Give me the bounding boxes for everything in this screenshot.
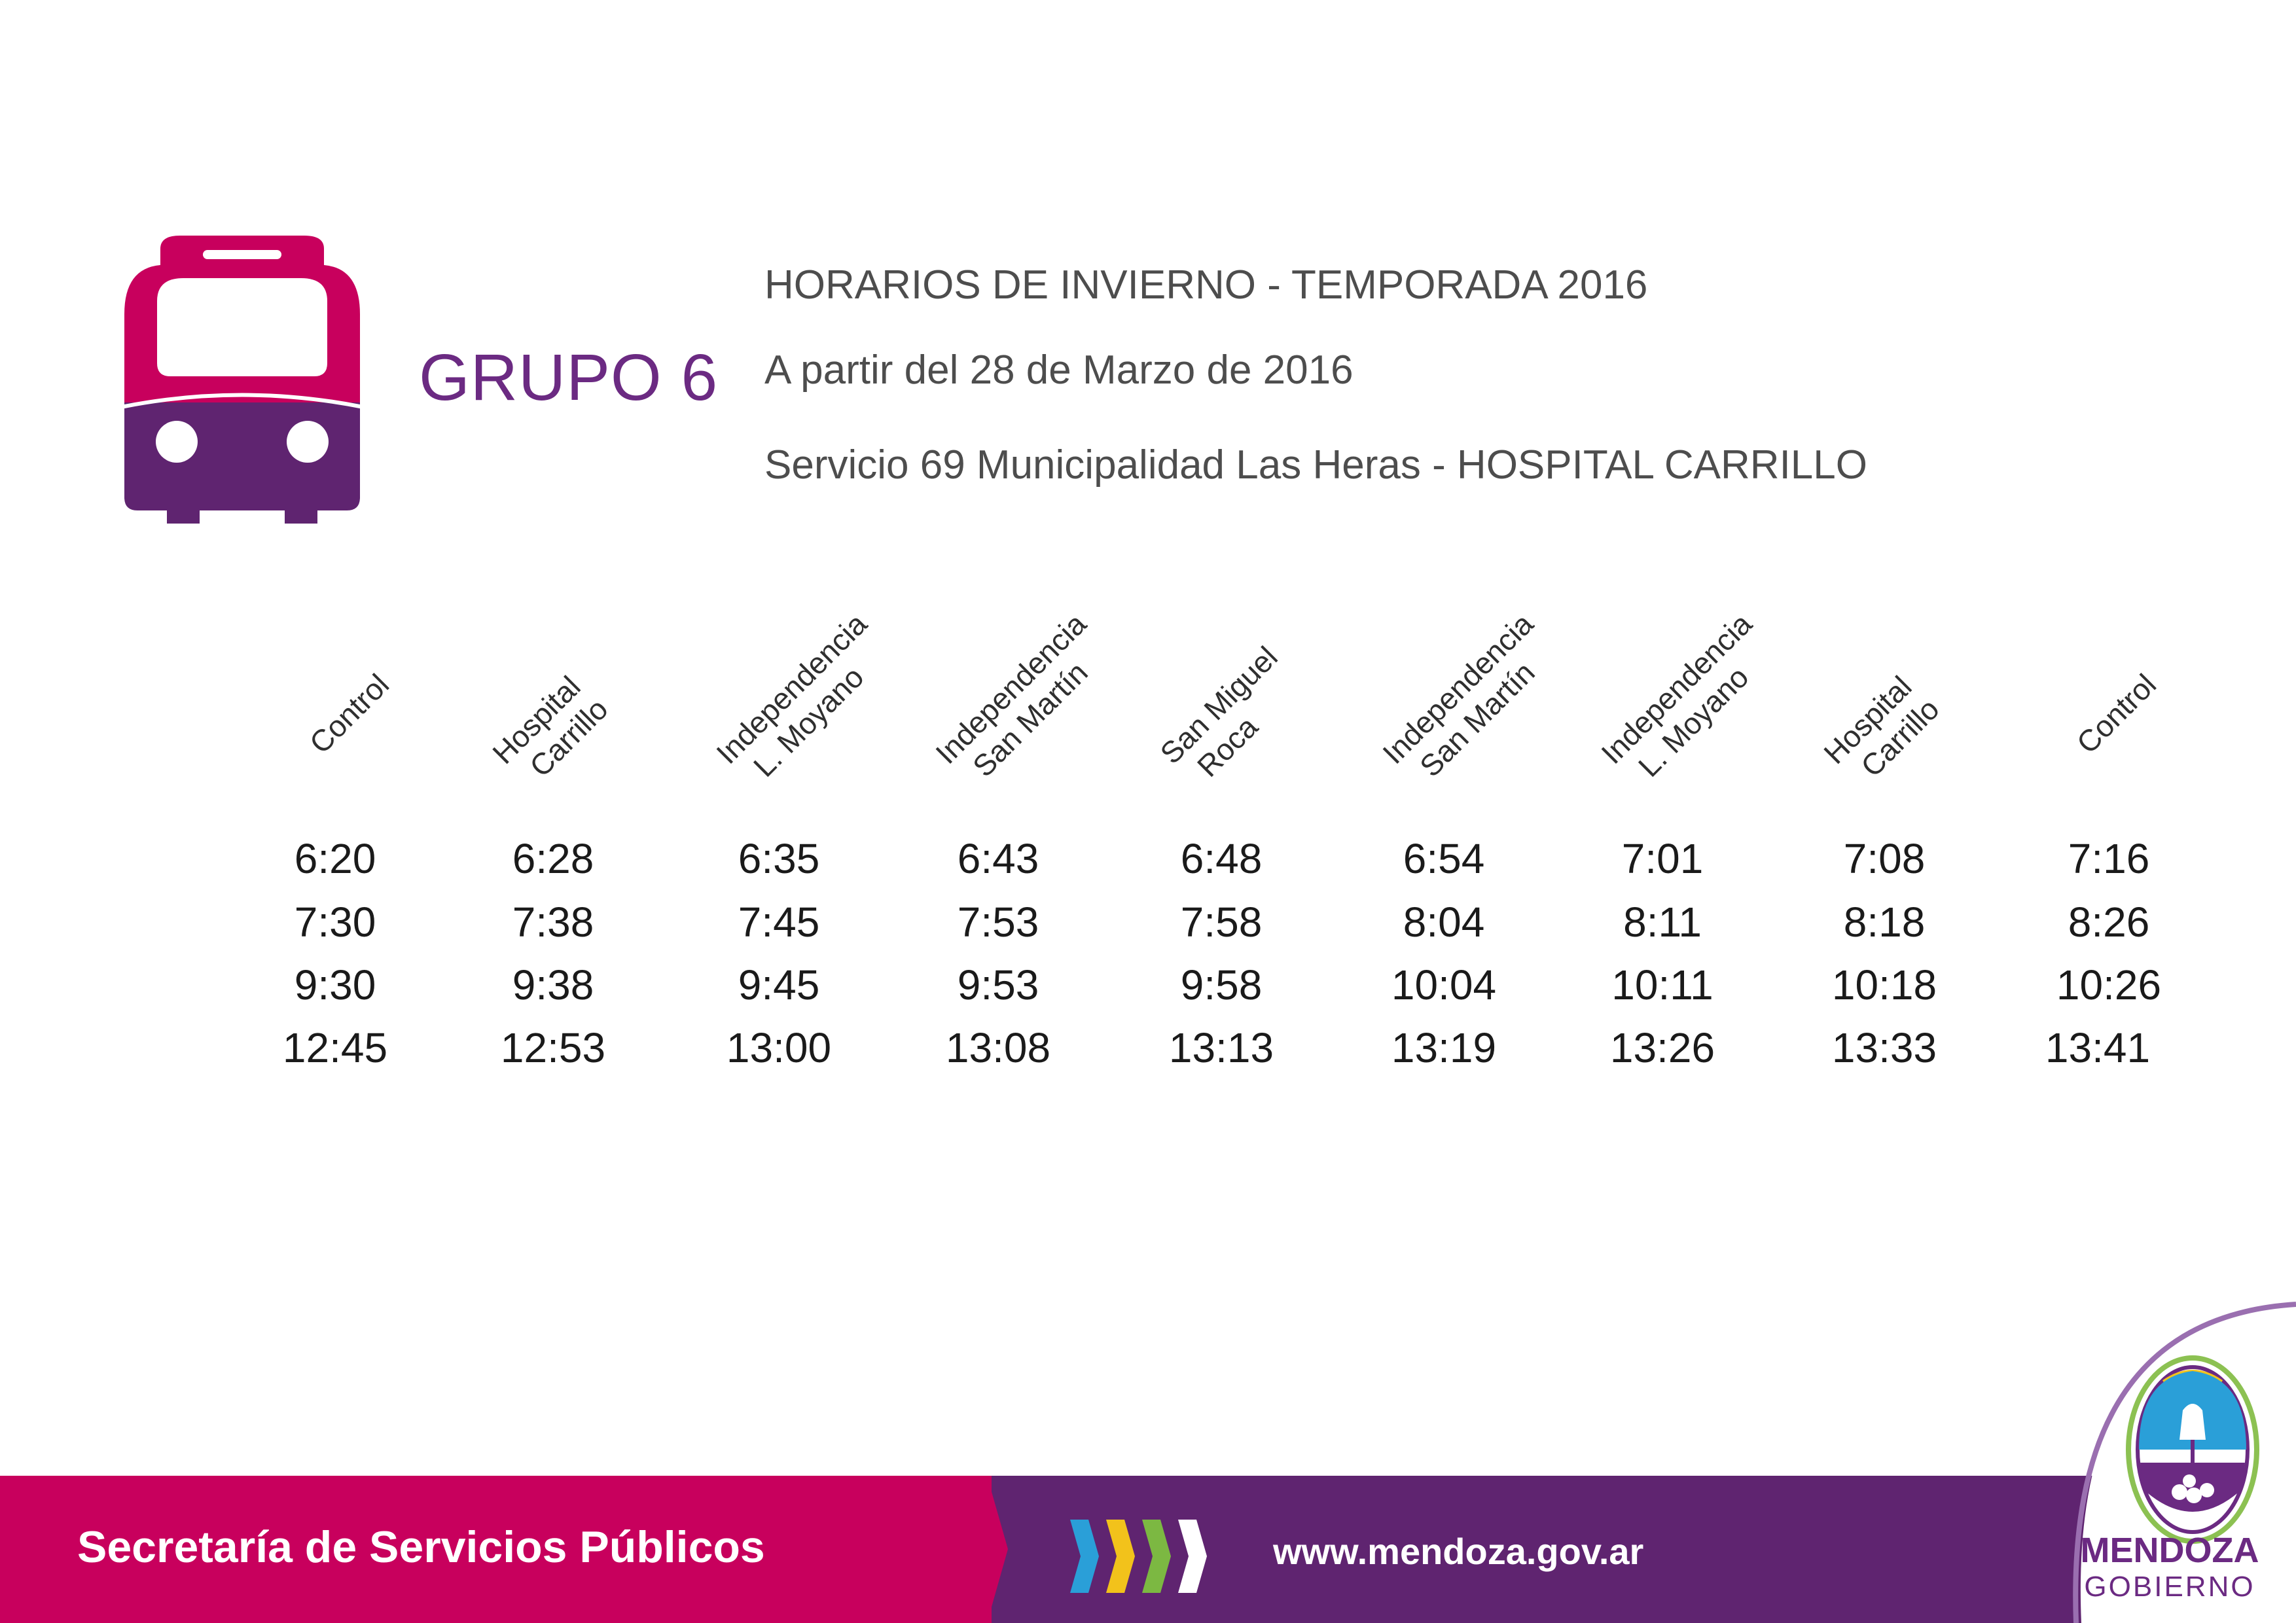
footer-notch [987, 1476, 1008, 1623]
time-cell: 9:45 [738, 961, 820, 1008]
time-cell: 10:11 [1611, 961, 1713, 1008]
time-cell: 7:01 [1621, 835, 1704, 882]
time-cell: 9:53 [957, 961, 1039, 1008]
time-cell: 8:18 [1843, 899, 1926, 946]
logo-panel [2073, 1299, 2296, 1623]
mendoza-coat-of-arms-icon [2126, 1355, 2259, 1544]
time-cell: 8:26 [2068, 899, 2150, 946]
season-title: HORARIOS DE INVIERNO - TEMPORADA 2016 [764, 262, 1648, 308]
time-cell: 13:19 [1391, 1024, 1497, 1071]
time-cell: 7:16 [2068, 835, 2150, 882]
time-cell: 10:26 [2056, 961, 2162, 1008]
time-cell: 8:04 [1403, 899, 1485, 946]
stop-header: Hospital Carrillo [486, 669, 615, 783]
stop-header: Hospital Carrillo [1817, 669, 1946, 783]
time-cell: 9:38 [512, 961, 594, 1008]
time-cell: 7:45 [738, 899, 820, 946]
website-link[interactable]: www.mendoza.gov.ar [1273, 1531, 1644, 1572]
time-cell: 6:20 [294, 835, 376, 882]
time-cell: 9:30 [294, 961, 376, 1008]
time-cell: 8:11 [1623, 899, 1702, 946]
time-cell: 12:53 [500, 1024, 606, 1071]
stop-header: Independencia L. Moyano [709, 606, 874, 783]
logo-subtitle: GOBIERNO [2084, 1571, 2255, 1603]
service-route: Servicio 69 Municipalidad Las Heras - HO… [764, 442, 1867, 488]
logo-name: MENDOZA [2080, 1531, 2259, 1570]
time-cell: 6:48 [1180, 835, 1263, 882]
time-cell: 6:35 [738, 835, 820, 882]
time-cell: 13:26 [1609, 1024, 1715, 1071]
time-cell: 12:45 [282, 1024, 388, 1071]
footer-bar-magenta [0, 1476, 992, 1623]
footer-secretaria: Secretaría de Servicios Públicos [77, 1522, 765, 1572]
time-cell: 7:08 [1843, 835, 1926, 882]
time-cell: 7:38 [512, 899, 594, 946]
time-cell: 13:00 [726, 1024, 832, 1071]
bus-front-icon [124, 236, 360, 524]
stop-header: Independencia San Martín [1376, 606, 1541, 783]
time-cell: 13:13 [1168, 1024, 1274, 1071]
time-cell: 7:30 [294, 899, 376, 946]
time-cell: 13:33 [1831, 1024, 1937, 1071]
time-cell: 10:18 [1831, 961, 1937, 1008]
stop-header: Control [302, 667, 396, 760]
stop-header: San Miguel Roca [1153, 639, 1284, 783]
time-cell: 6:28 [512, 835, 594, 882]
stop-header: Independencia L. Moyano [1594, 606, 1759, 783]
time-cell: 10:04 [1391, 961, 1497, 1008]
start-date: A partir del 28 de Marzo de 2016 [764, 348, 1354, 393]
time-cell: 6:43 [957, 835, 1039, 882]
time-cell: 13:08 [945, 1024, 1051, 1071]
time-cell: 7:58 [1180, 899, 1263, 946]
time-cell: 13:41 [2045, 1024, 2151, 1071]
time-cell: 9:58 [1180, 961, 1263, 1008]
chevron-arrows-icon [1070, 1520, 1207, 1593]
group-title: GRUPO 6 [419, 341, 719, 414]
time-cell: 6:54 [1403, 835, 1485, 882]
time-cell: 7:53 [957, 899, 1039, 946]
stop-header: Independencia San Martín [929, 606, 1094, 783]
stop-header: Control [2070, 667, 2163, 760]
